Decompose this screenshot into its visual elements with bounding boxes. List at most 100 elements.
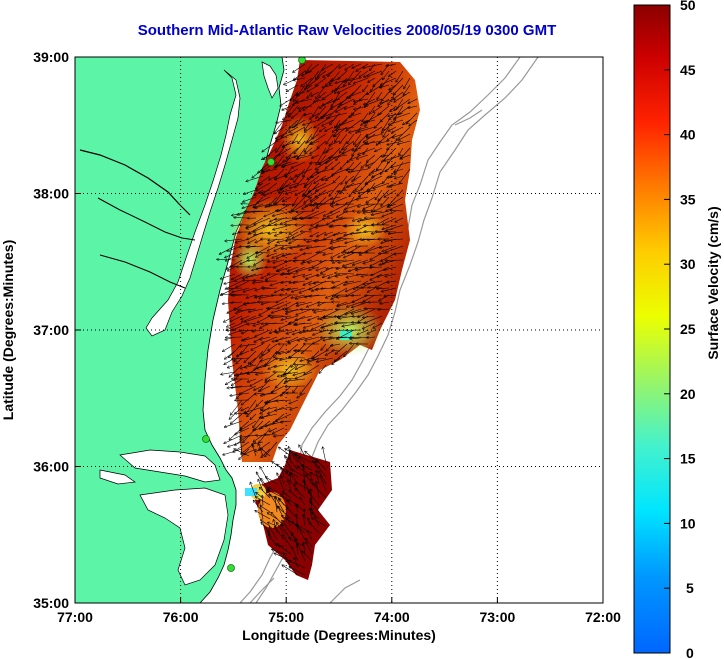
velocity-arrow [294,84,306,101]
velocity-arrow [313,336,327,344]
velocity-arrow [368,154,383,168]
velocity-arrow [266,308,278,309]
velocity-arrow [353,259,369,265]
velocity-arrow [354,105,369,110]
velocity-arrow [246,224,257,229]
velocity-arrow [340,161,348,169]
velocity-arrow [225,350,236,359]
velocity-arrow [315,203,334,204]
velocity-arrow [280,98,292,106]
velocity-arrow [325,231,334,235]
velocity-arrow [358,147,376,155]
velocity-arrow [343,77,362,82]
velocity-arrow [400,154,411,159]
velocity-arrow [334,350,348,361]
velocity-arrow [261,448,271,457]
velocity-arrow [306,542,313,555]
velocity-arrow [265,441,278,457]
velocity-arrow [260,350,271,358]
velocity-arrow [373,322,383,328]
velocity-arrow [290,450,299,464]
velocity-arrow [301,232,313,233]
velocity-arrow [248,357,257,364]
velocity-arrow [249,224,264,233]
velocity-arrow [299,105,306,112]
velocity-arrow [224,420,243,427]
velocity-arrow [296,211,313,212]
velocity-arrow [317,140,327,148]
velocity-arrow [241,406,250,411]
velocity-arrow [379,140,390,143]
velocity-arrow [399,147,404,155]
velocity-arrow [384,295,397,296]
velocity-arrow [284,553,292,569]
velocity-arrow [265,378,278,382]
velocity-arrow [235,413,250,414]
velocity-arrow [320,112,334,118]
velocity-arrow [344,245,355,251]
velocity-arrow [312,322,327,330]
velocity-arrow [332,168,348,175]
velocity-arrow [246,175,264,181]
velocity-arrow [236,280,250,288]
velocity-arrow [314,238,334,241]
velocity-arrow [384,147,390,157]
velocity-arrow [307,301,320,307]
velocity-arrow [292,469,306,478]
velocity-arrow [333,280,348,288]
radar-site-marker [227,564,235,572]
velocity-arrow [225,252,236,258]
velocity-arrow [274,435,285,436]
velocity-arrow [230,392,250,396]
velocity-arrow [340,140,348,153]
velocity-arrow [260,406,271,414]
velocity-arrow [262,336,278,343]
velocity-arrow [308,315,320,320]
velocity-arrow [307,357,327,361]
velocity-arrow [367,337,376,338]
velocity-arrow [264,189,278,196]
velocity-arrow [388,231,404,234]
velocity-arrow [296,91,306,95]
velocity-arrow [256,252,271,253]
velocity-arrow [262,140,278,152]
velocity-arrow [312,196,327,211]
radar-site-marker [267,158,275,166]
velocity-arrow [335,343,348,354]
velocity-arrow [381,155,390,157]
velocity-arrow [396,70,404,82]
velocity-arrow [332,119,348,132]
velocity-arrow [304,175,320,188]
velocity-arrow [254,224,271,232]
velocity-arrow [263,288,278,289]
velocity-arrow [282,520,292,534]
velocity-arrow [276,154,285,166]
velocity-arrow [272,549,285,555]
velocity-arrow [390,182,404,187]
velocity-arrow [275,245,292,246]
velocity-arrow [304,480,313,499]
velocity-arrow [241,438,243,457]
velocity-arrow [380,98,397,103]
velocity-arrow [304,112,313,115]
velocity-arrow [306,245,327,248]
grid-lines [75,57,603,603]
x-tick-label: 74:00 [374,609,410,625]
velocity-arrow [285,386,306,387]
velocity-arrow [377,91,383,99]
velocity-arrow [329,70,341,85]
velocity-arrow [275,496,285,513]
velocity-arrow [292,547,299,562]
velocity-arrow [295,315,313,320]
velocity-arrow [387,154,397,163]
velocity-arrow [250,378,264,386]
velocity-arrow [398,133,411,140]
velocity-arrow [356,288,369,289]
velocity-arrow [324,210,334,216]
velocity-arrow [278,266,292,271]
velocity-arrow [317,460,327,471]
velocity-arrow [283,204,299,205]
velocity-arrow [276,140,285,152]
velocity-arrow [300,245,320,250]
